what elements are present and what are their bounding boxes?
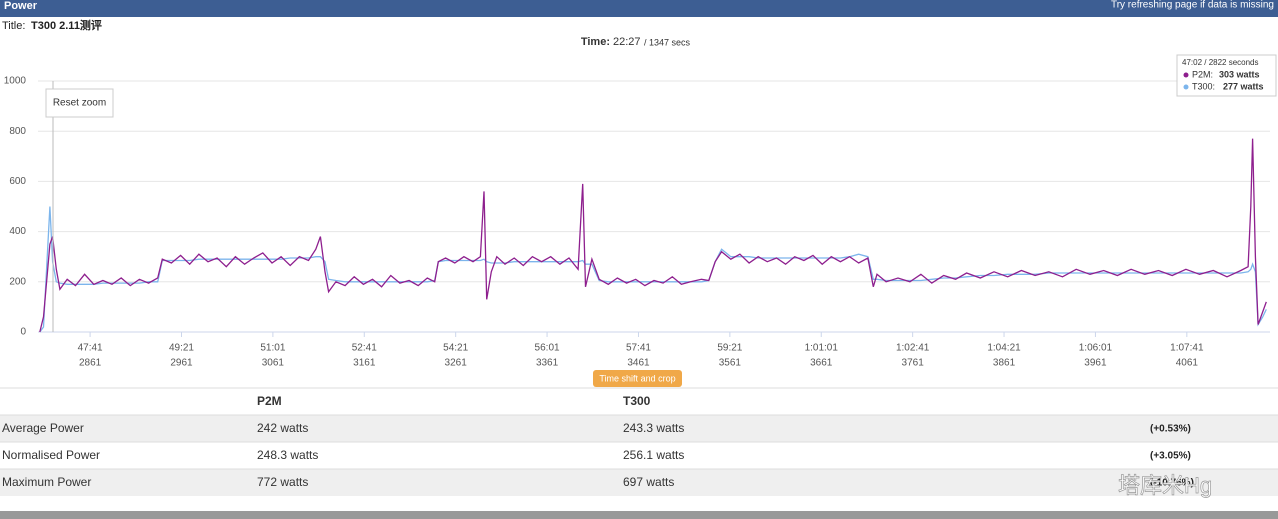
x-tick-value: 2861	[79, 358, 102, 369]
x-tick-label: 1:01:01	[805, 343, 839, 354]
table-row	[0, 469, 1278, 496]
tooltip-title: 47:02 / 2822 seconds	[1182, 58, 1259, 67]
table-cell: 772 watts	[257, 475, 308, 489]
table-cell: 242 watts	[257, 421, 308, 435]
x-tick-value: 4061	[1176, 358, 1199, 369]
x-tick-value: 3761	[902, 358, 925, 369]
y-tick-label: 1000	[4, 76, 27, 87]
x-tick-label: 52:41	[352, 343, 377, 354]
diff-cell: (-10.76%)	[1150, 478, 1194, 489]
x-tick-value: 3061	[262, 358, 285, 369]
time-secs: / 1347 secs	[644, 37, 691, 47]
header-bar	[0, 0, 1278, 17]
time-value: 22:27	[613, 36, 641, 48]
column-header: P2M	[257, 394, 282, 408]
diff-cell: (+0.53%)	[1150, 424, 1191, 435]
x-tick-label: 47:41	[78, 343, 103, 354]
footer-bar	[0, 511, 1278, 519]
title-value: T300 2.11测评	[31, 18, 102, 32]
x-tick-value: 3961	[1084, 358, 1107, 369]
y-tick-label: 400	[9, 226, 26, 237]
column-header: T300	[623, 394, 651, 408]
table-row	[0, 442, 1278, 469]
tooltip-value: 303 watts	[1219, 69, 1260, 79]
x-tick-value: 3861	[993, 358, 1016, 369]
x-tick-label: 1:07:41	[1170, 343, 1204, 354]
x-tick-value: 3461	[627, 358, 650, 369]
table-cell: 243.3 watts	[623, 421, 684, 435]
tooltip-value: 277 watts	[1223, 81, 1264, 91]
tooltip-label: P2M:	[1192, 69, 1213, 79]
crop-button[interactable]	[593, 370, 682, 387]
table-cell: 248.3 watts	[257, 448, 318, 462]
tooltip-label: T300:	[1192, 81, 1215, 91]
title-label: Title:	[2, 20, 25, 32]
x-tick-label: 56:01	[535, 343, 560, 354]
x-tick-label: 49:21	[169, 343, 194, 354]
table-cell: Maximum Power	[2, 475, 91, 489]
plot: 0 200 400 600 800 1000 47:41 2861 49:21 2961 51:01…	[4, 76, 1270, 369]
x-tick-label: 57:41	[626, 343, 651, 354]
table-cell: Average Power	[2, 421, 84, 435]
diff-cell: (+3.05%)	[1150, 451, 1191, 462]
y-tick-label: 200	[9, 276, 26, 287]
tooltip	[1176, 54, 1277, 97]
table-row	[0, 415, 1278, 442]
x-tick-value: 2961	[170, 358, 193, 369]
time-label: Time:	[581, 36, 610, 48]
x-tick-label: 1:02:41	[896, 343, 930, 354]
x-tick-label: 51:01	[260, 343, 285, 354]
x-tick-value: 3561	[719, 358, 742, 369]
x-tick-label: 59:21	[717, 343, 742, 354]
watermark: 塔库米Hg	[1118, 473, 1212, 498]
series-line	[39, 206, 1267, 333]
y-tick-label: 0	[20, 327, 26, 338]
series-line	[39, 138, 1267, 333]
stats-table: P2M T300 Average Power 242 watts 243.3 watts…	[0, 387, 1278, 496]
header-title: Power	[4, 0, 38, 12]
table-cell: Normalised Power	[2, 448, 100, 462]
crop-button-label[interactable]: Time shift and crop	[599, 373, 675, 383]
tooltip-marker	[1183, 72, 1189, 78]
table-cell: 697 watts	[623, 475, 674, 489]
table-header-bg	[0, 388, 1278, 415]
x-tick-label: 1:04:21	[987, 343, 1021, 354]
y-tick-label: 600	[9, 176, 26, 187]
tooltip-marker	[1183, 84, 1189, 90]
x-tick-value: 3361	[536, 358, 559, 369]
reset-zoom-button[interactable]	[45, 88, 114, 118]
table-cell: 256.1 watts	[623, 448, 684, 462]
y-tick-label: 800	[9, 126, 26, 137]
reset-zoom-label[interactable]: Reset zoom	[53, 98, 106, 109]
header-notice: Try refreshing page if data is missing	[1111, 0, 1274, 11]
x-tick-value: 3661	[810, 358, 833, 369]
x-tick-value: 3161	[353, 358, 376, 369]
x-tick-label: 54:21	[443, 343, 468, 354]
x-tick-value: 3261	[445, 358, 468, 369]
x-tick-label: 1:06:01	[1079, 343, 1113, 354]
